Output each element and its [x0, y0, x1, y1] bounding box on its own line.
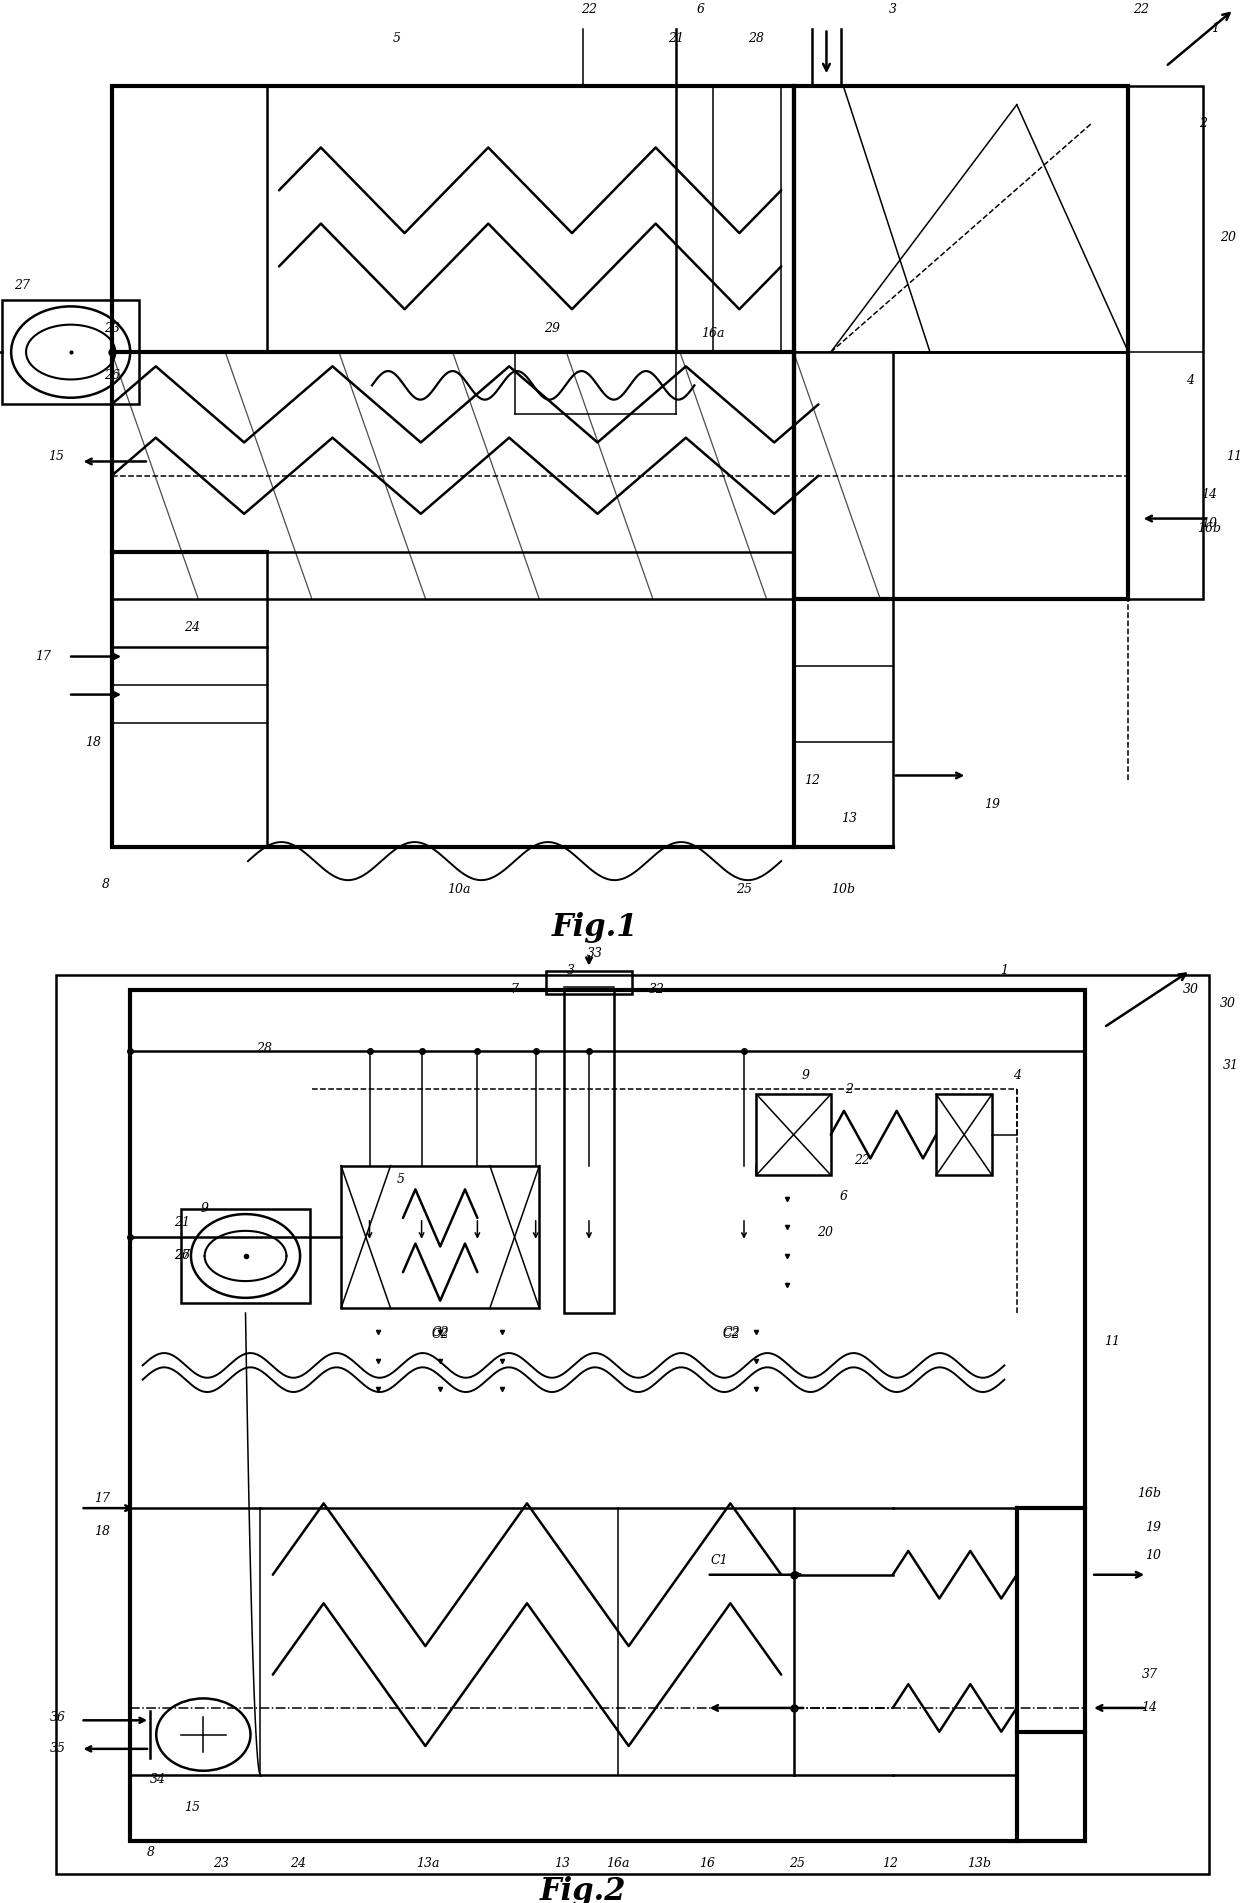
Text: 27: 27	[175, 1250, 190, 1262]
Bar	[130, 990, 1085, 1842]
Text: 12: 12	[883, 1857, 898, 1869]
Text: 11: 11	[1105, 1336, 1120, 1347]
Text: 26: 26	[175, 1250, 190, 1262]
Bar	[546, 971, 632, 993]
Text: 35: 35	[51, 1743, 66, 1755]
Text: 4: 4	[1187, 375, 1194, 386]
Text: 4: 4	[1013, 1069, 1021, 1081]
Text: 24: 24	[290, 1857, 305, 1869]
Text: 29: 29	[544, 322, 559, 335]
Text: 17: 17	[94, 1492, 109, 1505]
Text: 22: 22	[1133, 4, 1148, 15]
Text: 10b: 10b	[831, 883, 856, 896]
Text: 26: 26	[104, 369, 119, 383]
Text: 30: 30	[1220, 997, 1235, 1010]
Text: 11: 11	[1226, 451, 1240, 462]
Text: 5: 5	[397, 1174, 404, 1186]
Text: 19: 19	[1146, 1520, 1161, 1534]
Text: 22: 22	[854, 1155, 869, 1167]
Text: 14: 14	[1142, 1701, 1157, 1715]
Text: 8: 8	[102, 879, 109, 891]
Text: 2: 2	[846, 1083, 853, 1096]
Text: C2: C2	[432, 1328, 449, 1340]
Text: 25: 25	[737, 883, 751, 896]
Text: 36: 36	[51, 1711, 66, 1724]
Text: 25: 25	[790, 1857, 805, 1869]
Text: 34: 34	[150, 1774, 165, 1785]
Text: 8: 8	[148, 1846, 155, 1859]
Text: C1: C1	[711, 1555, 728, 1566]
Text: 10a: 10a	[448, 883, 470, 896]
Text: 15: 15	[185, 1802, 200, 1814]
Text: 5: 5	[393, 32, 401, 44]
Text: 16: 16	[699, 1857, 714, 1869]
Text: 18: 18	[86, 736, 100, 748]
Text: 10: 10	[1202, 518, 1216, 529]
Text: 33: 33	[588, 948, 603, 959]
Text: 20: 20	[1220, 232, 1235, 244]
Text: 16a: 16a	[606, 1857, 629, 1869]
Text: 19: 19	[985, 797, 999, 811]
Text: 30: 30	[1183, 984, 1198, 995]
Text: 6: 6	[839, 1189, 847, 1203]
Text: 27: 27	[15, 280, 30, 291]
Bar	[794, 86, 1128, 599]
Text: Fig.1: Fig.1	[552, 912, 639, 944]
Bar	[2, 301, 139, 405]
Text: 10: 10	[1146, 1549, 1161, 1562]
Text: 20: 20	[817, 1226, 832, 1239]
Bar	[936, 1094, 992, 1174]
Text: 13b: 13b	[967, 1857, 992, 1869]
Text: 12: 12	[805, 775, 820, 786]
Text: 21: 21	[668, 32, 683, 44]
Text: 13: 13	[842, 813, 857, 824]
Bar	[181, 1210, 310, 1302]
Text: 14: 14	[1202, 489, 1216, 500]
Text: 15: 15	[48, 451, 63, 462]
Bar	[341, 1165, 539, 1309]
Text: 13a: 13a	[417, 1857, 439, 1869]
Text: 9: 9	[802, 1069, 810, 1081]
Text: 18: 18	[94, 1526, 109, 1538]
Bar	[756, 1094, 831, 1174]
Text: 7: 7	[511, 984, 518, 995]
Bar	[564, 990, 614, 1313]
Text: 16b: 16b	[1137, 1488, 1162, 1500]
Text: 16b: 16b	[1197, 521, 1221, 535]
Text: 3: 3	[889, 4, 897, 15]
Text: C2: C2	[432, 1326, 449, 1338]
Text: 28: 28	[749, 32, 764, 44]
Text: 2: 2	[1199, 118, 1207, 129]
Text: 1: 1	[1211, 23, 1219, 34]
Text: 24: 24	[185, 622, 200, 634]
Bar	[112, 86, 794, 847]
Bar	[794, 86, 1128, 352]
Text: 28: 28	[257, 1043, 272, 1054]
Text: 9: 9	[201, 1203, 208, 1214]
Bar	[1128, 86, 1203, 599]
Text: 37: 37	[1142, 1669, 1157, 1680]
Text: Fig.2: Fig.2	[539, 1876, 626, 1903]
Text: C2: C2	[723, 1328, 740, 1340]
Text: 32: 32	[650, 984, 665, 995]
Text: 23: 23	[104, 322, 119, 335]
Bar	[267, 86, 794, 352]
Text: 21: 21	[175, 1216, 190, 1229]
Text: 16a: 16a	[702, 327, 724, 339]
Text: 3: 3	[567, 965, 574, 976]
Text: 31: 31	[1224, 1060, 1239, 1071]
Text: 6: 6	[697, 4, 704, 15]
Text: 23: 23	[213, 1857, 228, 1869]
Text: C2: C2	[723, 1326, 740, 1338]
Text: 22: 22	[582, 4, 596, 15]
Text: 13: 13	[554, 1857, 569, 1869]
Text: 1: 1	[1001, 965, 1008, 976]
Text: 17: 17	[36, 651, 51, 662]
